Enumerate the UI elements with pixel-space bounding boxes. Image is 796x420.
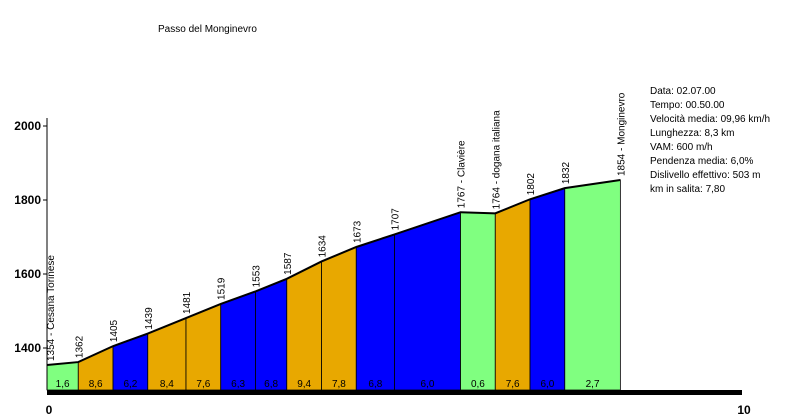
altitude-labels: 1354 - Cesana Torinese 1362 1405 1439 1481 15… xyxy=(46,92,627,361)
altitude-label: 1802 xyxy=(526,173,537,196)
altitude-label: 1405 xyxy=(109,319,120,342)
altitude-label: 1362 xyxy=(74,335,85,358)
x-axis-bar xyxy=(47,390,742,395)
altitude-label: 1354 - Cesana Torinese xyxy=(46,255,57,361)
profile-segment xyxy=(394,211,461,391)
altitude-label: 1707 xyxy=(391,208,402,231)
altitude-label: 1553 xyxy=(252,265,263,288)
grade-label: 9,4 xyxy=(297,379,311,390)
profile-segment xyxy=(460,211,496,391)
altitude-label: 1764 - dogana italiana xyxy=(491,110,502,209)
info-line: Pendenza media: 6,0% xyxy=(650,156,754,167)
grade-label: 6,2 xyxy=(123,379,137,390)
grade-label: 6,3 xyxy=(231,379,245,390)
grade-label: 8,6 xyxy=(89,379,103,390)
info-line: Tempo: 00.50.00 xyxy=(650,100,725,111)
altitude-label: 1481 xyxy=(182,291,193,314)
info-line: Data: 02.07.00 xyxy=(650,86,716,97)
profile-segment xyxy=(494,198,531,391)
y-tick-label: 1600 xyxy=(14,267,41,281)
profile-segment xyxy=(286,260,322,391)
profile-segment xyxy=(529,187,566,391)
grade-label: 8,4 xyxy=(160,379,174,390)
ride-info-panel: Data: 02.07.00 Tempo: 00.50.00 Velocità me… xyxy=(650,86,770,195)
info-line: Velocità media: 09,96 km/h xyxy=(650,114,770,125)
x-tick-label: 0 xyxy=(46,403,53,417)
grade-label: 6,0 xyxy=(421,379,435,390)
y-tick-label: 1800 xyxy=(14,193,41,207)
profile-segment xyxy=(321,246,357,391)
grade-label: 6,8 xyxy=(368,379,382,390)
profile-line xyxy=(46,179,621,367)
profile-segments xyxy=(46,179,621,391)
profile-segment xyxy=(355,233,395,391)
info-line: VAM: 600 m/h xyxy=(650,142,713,153)
grade-label: 7,6 xyxy=(196,379,210,390)
grade-label: 7,8 xyxy=(332,379,346,390)
x-tick-label: 10 xyxy=(737,403,751,417)
info-line: Lunghezza: 8,3 km xyxy=(650,128,735,139)
altitude-label: 1832 xyxy=(561,161,572,184)
grade-label: 1,6 xyxy=(56,379,70,390)
altitude-label: 1673 xyxy=(352,220,363,243)
info-line: km in salita: 7,80 xyxy=(650,184,725,195)
grade-label: 7,6 xyxy=(506,379,520,390)
altitude-label: 1854 - Monginevro xyxy=(616,92,627,176)
y-tick-label: 2000 xyxy=(14,119,41,133)
altitude-label: 1519 xyxy=(217,277,228,300)
altitude-label: 1587 xyxy=(283,252,294,275)
profile-segment xyxy=(220,290,256,391)
profile-segment xyxy=(255,278,288,391)
grade-label: 2,7 xyxy=(586,379,600,390)
grade-label: 6,0 xyxy=(540,379,554,390)
altitude-label: 1439 xyxy=(144,307,155,330)
info-line: Dislivello effettivo: 503 m xyxy=(650,170,760,181)
grade-labels: 1,6 8,6 6,2 8,4 7,6 6,3 6,8 9,4 7,8 6,8 6,0 0,6 7,6 6… xyxy=(56,379,600,390)
altitude-label: 1634 xyxy=(318,235,329,258)
profile-segment xyxy=(564,179,621,391)
chart-title: Passo del Monginevro xyxy=(158,24,257,35)
axes: 1400 1600 1800 2000 0 10 xyxy=(14,118,751,417)
grade-label: 6,8 xyxy=(264,379,278,390)
y-tick-label: 1400 xyxy=(14,341,41,355)
altitude-label: 1767 - Clavière xyxy=(457,140,468,208)
grade-label: 0,6 xyxy=(471,379,485,390)
